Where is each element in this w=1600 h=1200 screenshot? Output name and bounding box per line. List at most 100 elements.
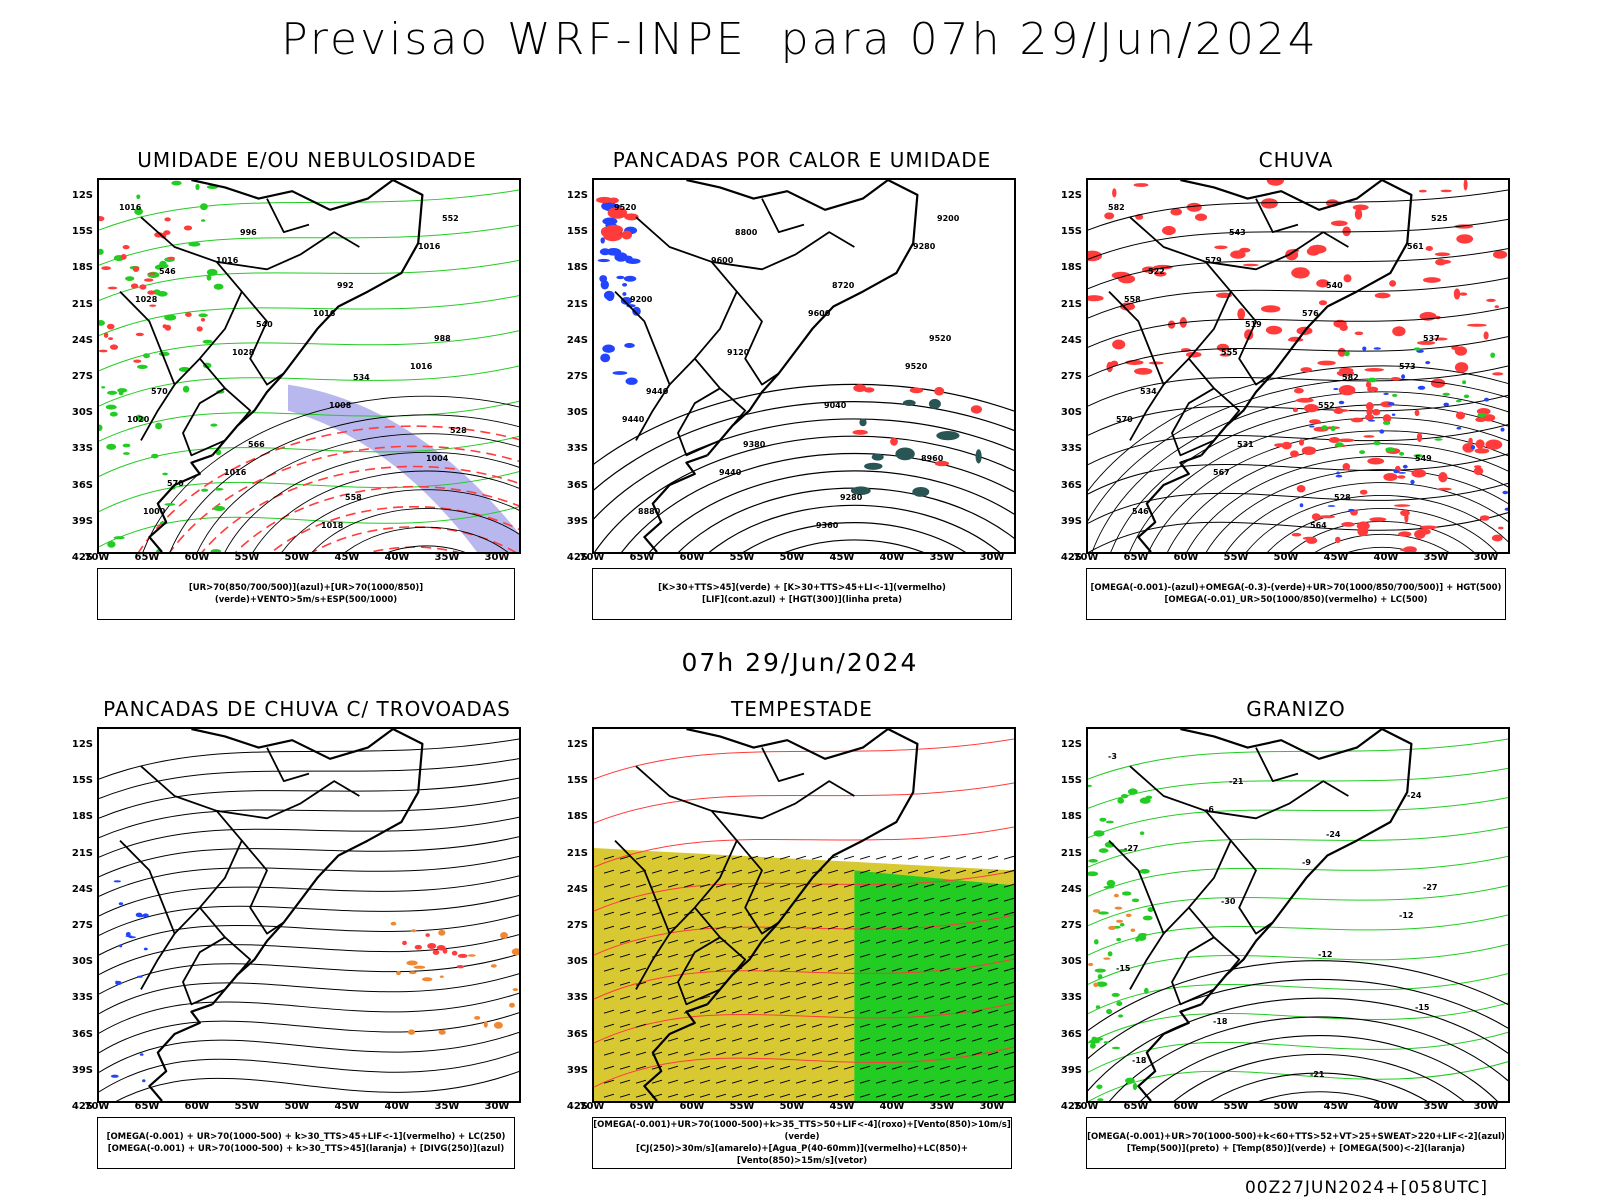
contour-labels: 9520 9600 9600 9520 9440 9440 9360 9280 9200 9120… (614, 203, 960, 530)
streamline (99, 953, 519, 995)
field-blob (1287, 338, 1304, 342)
field-blob (1383, 392, 1389, 395)
contour-line (1267, 508, 1497, 552)
field-blob (1454, 346, 1468, 356)
wind-arrow (811, 995, 823, 1000)
streamline (99, 365, 519, 407)
streamline (99, 934, 519, 975)
field-blob (1333, 388, 1339, 390)
field-blob (1290, 450, 1299, 458)
field-blob (1341, 522, 1355, 527)
wind-arrow (731, 939, 743, 944)
contour-label: 566 (248, 440, 265, 449)
wind-arrow (987, 967, 999, 972)
contour-label: 8800 (735, 228, 758, 237)
wind-arrow (763, 883, 775, 888)
field-blob (1474, 448, 1490, 454)
wind-arrow (987, 1037, 999, 1042)
argentina-coast (148, 454, 213, 552)
wind-arrow (923, 939, 935, 944)
wind-arrow (731, 1051, 743, 1056)
wind-arrow (619, 855, 631, 860)
lon-tick-label: 60W (184, 552, 210, 563)
wind-arrow (955, 925, 967, 930)
wind-arrow (907, 953, 919, 958)
contour-line (311, 508, 519, 552)
wind-arrow (667, 953, 679, 958)
brazil-coast (191, 180, 424, 457)
field-blob (1096, 1084, 1103, 1090)
wind-arrow (923, 911, 935, 916)
field-blob (125, 276, 135, 281)
streamline (99, 1012, 519, 1054)
wind-arrow (763, 953, 775, 958)
field-blob (139, 284, 147, 290)
wind-arrow (699, 883, 711, 888)
field-blob (1398, 472, 1406, 474)
legend-line: [OMEGA(-0.001)+UR>70(1000-500)+k>35_TTS>… (593, 1120, 1011, 1142)
brazil-coast (191, 729, 424, 1006)
field-blob (612, 371, 628, 375)
wind-arrow (939, 1009, 951, 1014)
lon-tick-label: 70W (1073, 1101, 1099, 1112)
field-blob (457, 953, 468, 958)
field-blob (1382, 414, 1392, 423)
field-blob (1321, 425, 1328, 430)
wind-arrow (731, 1009, 743, 1014)
field-blob (210, 549, 222, 552)
lat-tick-label: 18S (1060, 262, 1082, 274)
wind-arrow (907, 1065, 919, 1070)
wind-arrow (875, 953, 887, 958)
wind-arrow (875, 967, 887, 972)
lon-tick-label: 45W (829, 1101, 855, 1112)
contour-label: -15 (1116, 964, 1131, 973)
field-blob (1111, 271, 1131, 280)
wind-arrow (1003, 1051, 1014, 1056)
field-blob (975, 449, 982, 464)
field-blob (1088, 871, 1099, 877)
field-blob (151, 453, 159, 459)
lat-tick-label: 27S (1060, 920, 1082, 931)
wind-arrow (859, 981, 871, 986)
field-blob (1097, 911, 1109, 915)
wind-arrow (795, 869, 807, 874)
wind-arrow (811, 953, 823, 958)
wind-arrow (907, 1051, 919, 1056)
field-blob (122, 245, 130, 250)
lon-tick-label: 45W (1323, 552, 1349, 563)
field-blob (1088, 962, 1094, 967)
wind-arrow (971, 869, 983, 874)
field-blob (1093, 830, 1105, 837)
field-blob (1327, 505, 1336, 507)
field-blob (1299, 503, 1304, 508)
wind-arrow (875, 1079, 887, 1084)
lon-tick-label: 55W (1223, 552, 1249, 563)
contour-line (1140, 1035, 1498, 1101)
wind-arrow (715, 1023, 727, 1028)
wind-arrow (971, 1051, 983, 1056)
wind-arrow (763, 939, 775, 944)
field-blob (1500, 427, 1505, 432)
wind-arrow (827, 1093, 839, 1098)
wind-arrow (683, 967, 695, 972)
field-blob (110, 1074, 119, 1078)
field-blob (1332, 409, 1350, 412)
field-blob (99, 424, 103, 432)
wind-arrow (763, 967, 775, 972)
wind-arrow (635, 1051, 647, 1056)
lon-tick-label: 65W (629, 1101, 655, 1112)
wind-arrow (955, 869, 967, 874)
border-line-0 (140, 765, 243, 935)
field-blob (136, 194, 141, 200)
wind-arrow (875, 883, 887, 888)
field-blob (1442, 392, 1450, 396)
field-blob (1301, 446, 1317, 456)
legend-box-3: [OMEGA(-0.001)-(azul)+OMEGA(-0.3)-(verde… (1086, 568, 1506, 620)
wind-arrow (891, 981, 903, 986)
lon-tick-label: 40W (384, 552, 410, 563)
field-blob (1362, 346, 1367, 351)
field-blob (142, 1079, 146, 1083)
field-blob (1111, 992, 1120, 997)
wind-arrow (603, 869, 615, 874)
field-blob (1106, 1008, 1113, 1015)
